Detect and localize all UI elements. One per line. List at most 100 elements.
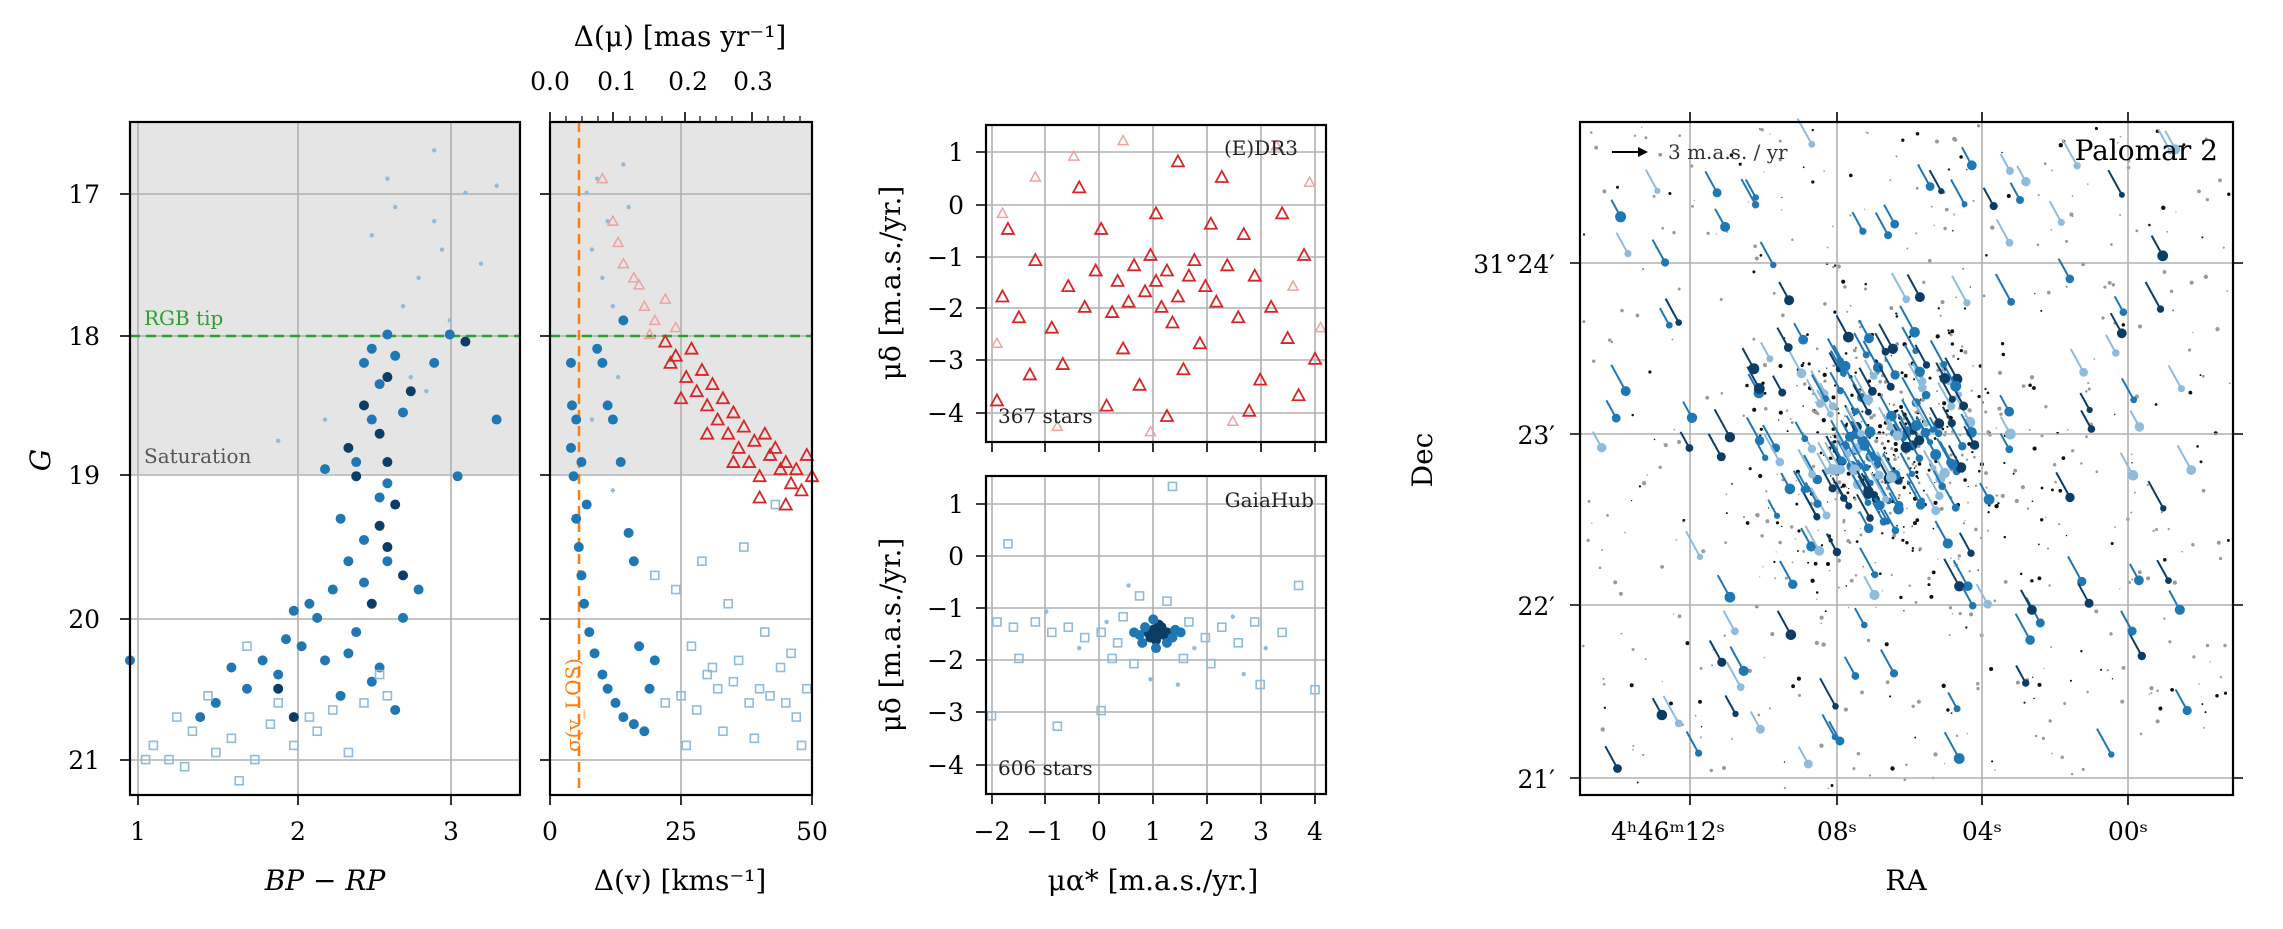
pm_dr3-point-0-39 xyxy=(1022,366,1038,381)
sky-field-star xyxy=(1951,416,1953,419)
sky-field-star xyxy=(1602,682,1606,686)
pm_hub-point-3-9 xyxy=(1241,671,1246,677)
sky-field-star xyxy=(1854,371,1857,374)
pm_hub-point-2-9 xyxy=(1184,617,1194,627)
sky-field-star xyxy=(1672,230,1676,235)
sky-pm-star xyxy=(1864,333,1874,344)
cmd-point-1-31 xyxy=(429,357,440,368)
sky-field-star xyxy=(1913,378,1916,381)
pm_dr3-point-0-6 xyxy=(1153,299,1169,313)
sky-field-star xyxy=(1822,372,1827,378)
pm_dr3-point-0-7 xyxy=(1143,247,1159,261)
dv-top-ticklabel-3: 0.3 xyxy=(733,67,773,96)
sky-field-star xyxy=(2189,280,2194,285)
pm-dr3-frame xyxy=(984,123,1328,444)
pm_hub-point-2-27 xyxy=(1167,481,1178,492)
sky-field-star xyxy=(2094,126,2098,131)
sky-pm-arrow xyxy=(1806,379,1822,405)
sky-pm-star xyxy=(2160,505,2167,512)
dv-ticks xyxy=(540,112,813,805)
sky-pm-star xyxy=(1966,160,1977,171)
sky-pm-star xyxy=(1661,258,1670,267)
sky-yticklabel-3: 21′ xyxy=(1518,765,1556,794)
dv-point-3-23 xyxy=(757,425,773,440)
sky-pm-star xyxy=(1874,456,1882,464)
dv-point-3-10 xyxy=(762,447,778,461)
dv-point-0-6 xyxy=(584,627,595,638)
sky-field-star xyxy=(1767,507,1770,509)
sky-pm-star xyxy=(1857,429,1865,438)
dv-point-3-28 xyxy=(673,390,689,405)
sky-pm-arrow xyxy=(2055,471,2071,498)
sky-field-star xyxy=(1775,521,1780,525)
sky-pm-star xyxy=(1862,394,1874,406)
sky-field-star xyxy=(2071,195,2074,197)
cmd-point-1-29 xyxy=(210,697,221,708)
sky-field-star xyxy=(1959,348,1963,353)
sky-field-star xyxy=(1607,338,1612,342)
sky-field-star xyxy=(2071,215,2074,218)
sky-field-star xyxy=(1815,347,1819,351)
sky-field-star xyxy=(1915,132,1920,136)
cmd-point-1-27 xyxy=(413,584,424,595)
sky-field-star xyxy=(2015,680,2020,685)
pm_hub-point-3-6 xyxy=(1044,609,1049,614)
sky-field-star xyxy=(2106,669,2109,672)
pm_dr3-point-0-8 xyxy=(1164,314,1180,329)
sky-pm-star xyxy=(1674,719,1683,728)
sky-pm-arrow xyxy=(1951,275,1968,304)
sky-pm-star xyxy=(1931,506,1941,516)
dv-point-1-18 xyxy=(723,598,733,609)
sky-field-star xyxy=(1859,533,1863,537)
sky-field-star xyxy=(1868,774,1872,777)
sky-pm-star xyxy=(1839,360,1851,372)
pm_dr3-point-0-4 xyxy=(1126,257,1142,272)
sky-pm-star xyxy=(1656,709,1668,721)
sky-field-star xyxy=(1802,549,1806,553)
sky-field-star xyxy=(1594,145,1599,150)
sky-pm-arrow xyxy=(1852,383,1870,413)
sky-field-star xyxy=(1855,347,1857,349)
sky-field-star xyxy=(1905,540,1909,545)
sky-field-star xyxy=(1797,529,1801,533)
sky-pm-star xyxy=(2065,492,2075,503)
sky-pm-star xyxy=(2005,166,2014,175)
sky-pm-star xyxy=(1951,503,1960,512)
pm_hub-point-2-2 xyxy=(1030,617,1041,627)
sky-pm-star xyxy=(1938,482,1946,491)
sky-pm-arrow xyxy=(1918,404,1934,431)
sky-pm-star xyxy=(1953,705,1961,713)
dv-top-minor-ticks xyxy=(565,116,801,122)
sky-field-star xyxy=(1772,291,1776,295)
sky-pm-star xyxy=(1967,549,1975,557)
sky-field-star xyxy=(1950,342,1955,346)
cmd-point-1-33 xyxy=(491,414,502,425)
sky-field-star xyxy=(2135,229,2139,233)
sky-pm-star xyxy=(2005,445,2014,454)
sky-field-star xyxy=(1860,690,1864,695)
sky-field-star xyxy=(1644,658,1647,661)
sky-field-star xyxy=(1759,254,1763,257)
sky-field-star xyxy=(2133,491,2136,494)
dv-point-0-17 xyxy=(576,457,587,468)
sky-pm-star xyxy=(2084,598,2094,608)
sky-field-star xyxy=(2205,198,2210,202)
sky-field-star xyxy=(1837,412,1840,415)
cmd-point-1-4 xyxy=(374,379,385,390)
sky-field-star xyxy=(1991,760,1994,763)
sky-pm-star xyxy=(2021,177,2031,187)
cmd-xticklabel-3: 3 xyxy=(443,817,459,846)
sky-pm-star xyxy=(1930,449,1942,461)
pm_hub-point-2-0 xyxy=(992,617,1002,627)
sky-field-star xyxy=(1587,499,1591,503)
sky-field-star xyxy=(1834,264,1837,267)
dv-point-1-0 xyxy=(660,698,671,708)
sky-field-star xyxy=(1826,501,1829,503)
sky-pm-star xyxy=(1762,454,1769,461)
sky-pm-star xyxy=(2087,425,2096,433)
sky-pm-star xyxy=(1613,764,1622,773)
sky-pm-star xyxy=(1784,295,1795,306)
pm-dr3-count: 367 stars xyxy=(998,404,1093,428)
sky-field-star xyxy=(1927,576,1931,581)
sky-pm-star xyxy=(1851,672,1860,680)
